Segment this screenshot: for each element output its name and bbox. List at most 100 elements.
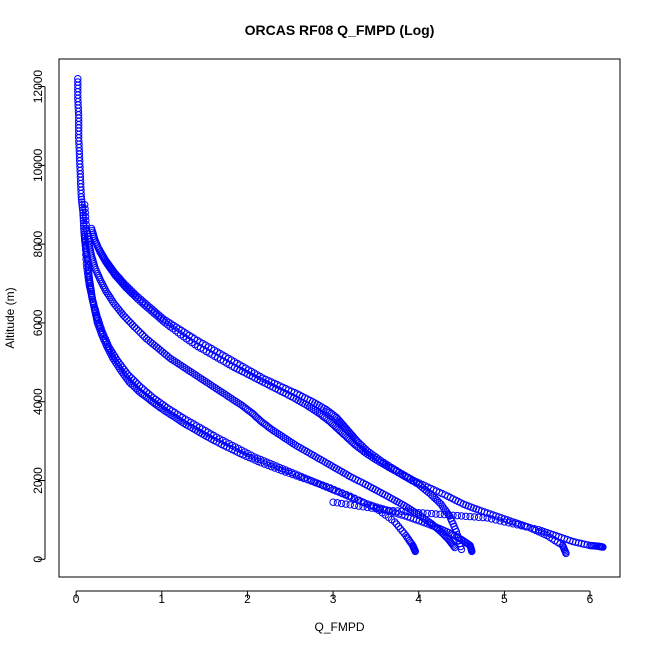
data-point (121, 313, 129, 321)
data-point (350, 501, 359, 510)
data-point (170, 357, 179, 365)
data-point (513, 521, 521, 529)
data-point (530, 525, 539, 533)
data-point (406, 508, 414, 516)
data-point (127, 374, 136, 382)
data-point (110, 356, 118, 364)
data-point (266, 424, 274, 432)
data-point (363, 503, 371, 512)
data-point (186, 367, 195, 376)
data-point (440, 510, 449, 519)
data-point (79, 208, 87, 217)
y-tick-label: 10000 (31, 148, 45, 182)
data-point (487, 515, 496, 523)
data-point (423, 509, 431, 517)
data-point (81, 232, 89, 241)
data-point (466, 512, 474, 521)
data-point (136, 329, 145, 337)
data-point (394, 522, 403, 531)
data-point (82, 216, 90, 225)
data-point (160, 402, 169, 410)
data-point (253, 454, 262, 462)
data-point (334, 487, 342, 495)
data-point (376, 505, 384, 514)
data-point (212, 384, 221, 393)
data-point (122, 368, 130, 376)
data-point (355, 502, 363, 510)
x-axis: 0 1 2 3 4 5 6 (73, 590, 594, 606)
data-point (226, 394, 235, 402)
data-point (131, 378, 140, 386)
data-point (119, 311, 127, 319)
y-tick-label: 8000 (31, 230, 45, 257)
data-point (411, 547, 419, 556)
data-point (103, 289, 112, 298)
data-point (120, 281, 128, 290)
data-point (269, 461, 277, 469)
data-point (137, 295, 145, 303)
data-point (267, 425, 276, 433)
x-tick-label: 6 (587, 592, 594, 606)
data-point (87, 290, 96, 298)
data-point (106, 293, 114, 301)
data-point (509, 520, 517, 528)
y-tick-label: 2000 (31, 467, 45, 494)
data-point (285, 467, 293, 475)
data-point (287, 438, 296, 447)
data-point (81, 208, 90, 217)
data-point (123, 315, 131, 323)
data-point (483, 514, 491, 522)
data-point (492, 516, 500, 524)
data-point (271, 428, 280, 436)
data-point (122, 281, 130, 290)
data-point (234, 399, 243, 407)
data-point (105, 291, 113, 299)
data-point (522, 523, 530, 531)
data-point (329, 498, 337, 506)
data-point (338, 489, 346, 498)
data-point (228, 395, 237, 403)
data-point (113, 356, 121, 364)
y-axis: 0 2000 4000 6000 8000 10000 12000 (31, 70, 46, 563)
data-point (98, 250, 106, 258)
data-point (102, 287, 110, 296)
data-point (128, 321, 137, 329)
data-point (279, 433, 288, 441)
data-point (283, 436, 292, 444)
data-point (462, 512, 470, 520)
data-point (148, 305, 156, 313)
plot-area (58, 58, 621, 578)
data-point (166, 354, 175, 363)
data-point (333, 499, 342, 507)
data-point (372, 505, 380, 513)
data-point (135, 382, 144, 390)
y-tick-label: 0 (31, 556, 45, 563)
data-point (157, 313, 165, 321)
data-point (128, 287, 136, 296)
data-point (457, 545, 466, 554)
data-point (402, 508, 410, 516)
data-point (77, 193, 86, 201)
data-point (125, 317, 133, 325)
data-point (130, 323, 139, 331)
data-point (359, 503, 367, 511)
x-tick-label: 4 (415, 592, 422, 606)
data-point (419, 509, 427, 517)
data-point (178, 362, 187, 370)
data-point (180, 363, 189, 372)
data-point (398, 527, 406, 535)
data-point (380, 506, 389, 514)
data-point (278, 465, 287, 473)
data-point (152, 309, 161, 317)
data-point (94, 244, 103, 252)
data-point (342, 500, 350, 508)
data-point (392, 520, 401, 528)
data-point (410, 508, 419, 516)
data-point (505, 519, 513, 527)
data-point (450, 542, 458, 550)
x-tick-label: 0 (73, 592, 80, 606)
data-point (347, 493, 356, 502)
data-point (129, 376, 138, 384)
data-point (172, 358, 181, 366)
data-point (210, 383, 219, 391)
